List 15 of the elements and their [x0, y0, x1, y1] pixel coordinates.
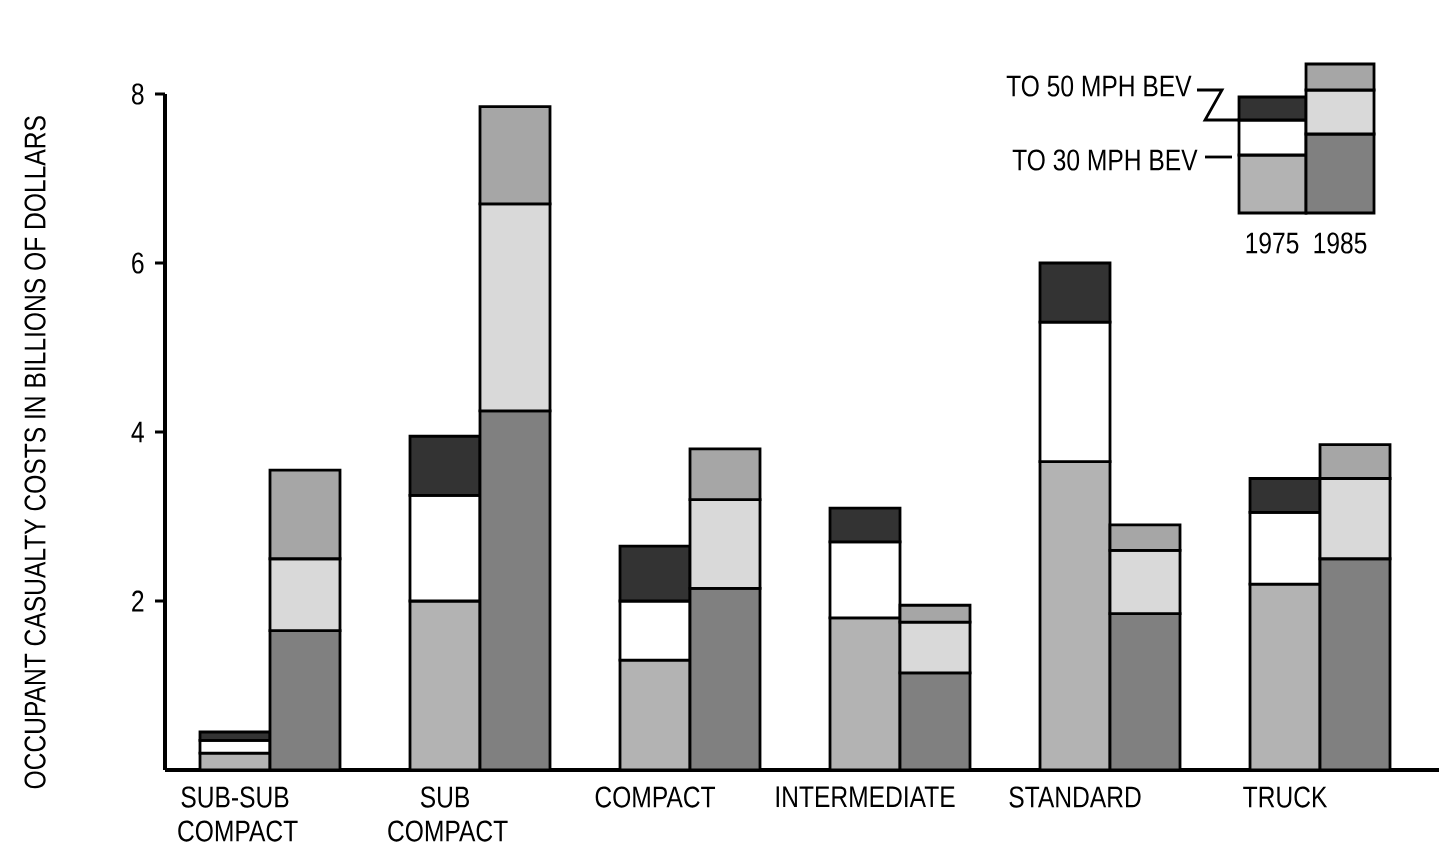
y-tick-label: 4 [131, 421, 144, 443]
annotation: TO 50 MPH BEV [1006, 75, 1192, 97]
annotation: TO 30 MPH BEV [1012, 149, 1198, 171]
x-tick-label: TRUCK [1243, 786, 1328, 808]
annotation: 1975 [1246, 232, 1299, 254]
x-tick-label: INTERMEDIATE [776, 786, 955, 808]
x-tick-label: SUB COMPACT [388, 786, 508, 842]
y-tick-label: 6 [132, 252, 144, 274]
x-tick-label: COMPACT [595, 786, 716, 808]
y-axis-title: OCCUPANT CASUALTY COSTS IN BILLIONS OF DOLLARS [24, 116, 46, 789]
x-tick-label: STANDARD [1009, 786, 1141, 808]
annotation: 1985 [1314, 232, 1367, 254]
x-tick-label: SUB-SUB COMPACT [178, 786, 298, 842]
y-tick-label: 8 [131, 83, 144, 105]
y-tick-label: 2 [132, 590, 144, 612]
